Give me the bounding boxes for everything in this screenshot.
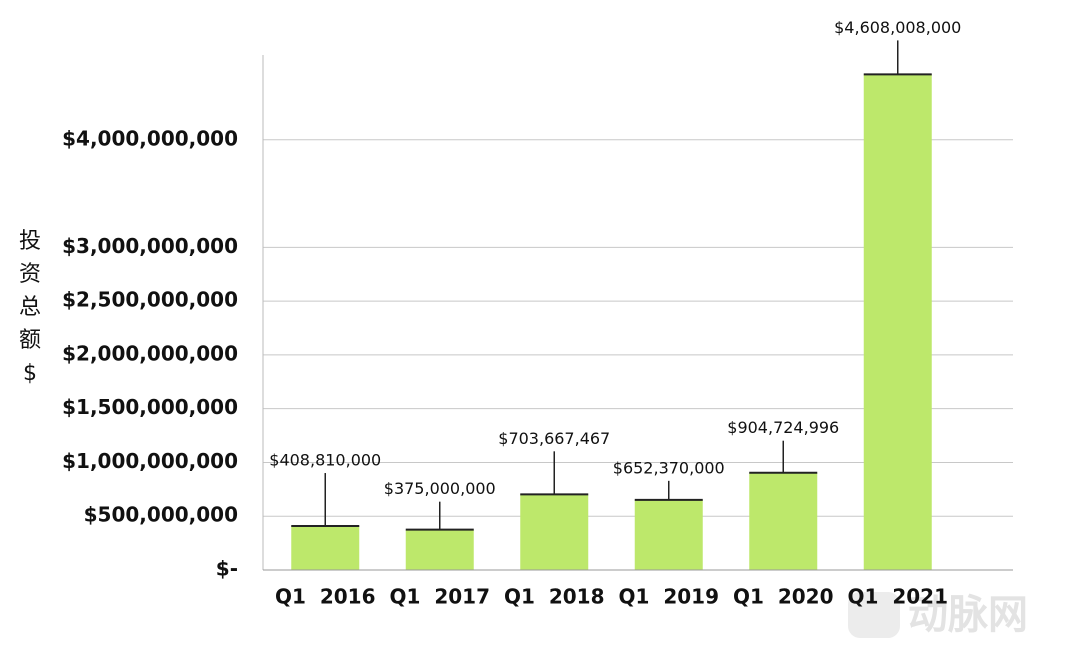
x-tick-label: Q1 2021 bbox=[847, 585, 948, 609]
x-tick-label: Q1 2020 bbox=[733, 585, 834, 609]
y-tick-label: $1,500,000,000 bbox=[62, 395, 238, 419]
watermark-icon bbox=[848, 592, 900, 638]
bar bbox=[405, 529, 474, 570]
value-label: $408,810,000 bbox=[269, 451, 381, 470]
x-tick-label: Q1 2016 bbox=[275, 585, 376, 609]
bar bbox=[634, 499, 703, 570]
bar bbox=[863, 74, 932, 570]
y-axis-label: 投资总额$ bbox=[19, 229, 41, 386]
value-label: $904,724,996 bbox=[727, 418, 839, 437]
bar bbox=[520, 494, 589, 570]
watermark: 动脉网 bbox=[908, 592, 1028, 638]
y-tick-label: $2,500,000,000 bbox=[62, 288, 238, 312]
x-tick-label: Q1 2018 bbox=[504, 585, 605, 609]
x-tick-label: Q1 2017 bbox=[389, 585, 490, 609]
y-tick-label: $4,000,000,000 bbox=[62, 126, 238, 150]
y-tick-label: $3,000,000,000 bbox=[62, 234, 238, 258]
bar bbox=[291, 526, 360, 570]
value-label: $703,667,467 bbox=[498, 429, 610, 448]
value-label: $4,608,008,000 bbox=[834, 18, 961, 37]
y-tick-label: $2,000,000,000 bbox=[62, 341, 238, 365]
y-tick-label: $1,000,000,000 bbox=[62, 449, 238, 473]
value-label: $652,370,000 bbox=[613, 458, 725, 477]
value-label: $375,000,000 bbox=[384, 479, 496, 498]
bar bbox=[749, 472, 818, 570]
y-tick-label: $500,000,000 bbox=[84, 503, 238, 527]
y-tick-label: $- bbox=[216, 557, 238, 581]
x-tick-label: Q1 2019 bbox=[618, 585, 719, 609]
